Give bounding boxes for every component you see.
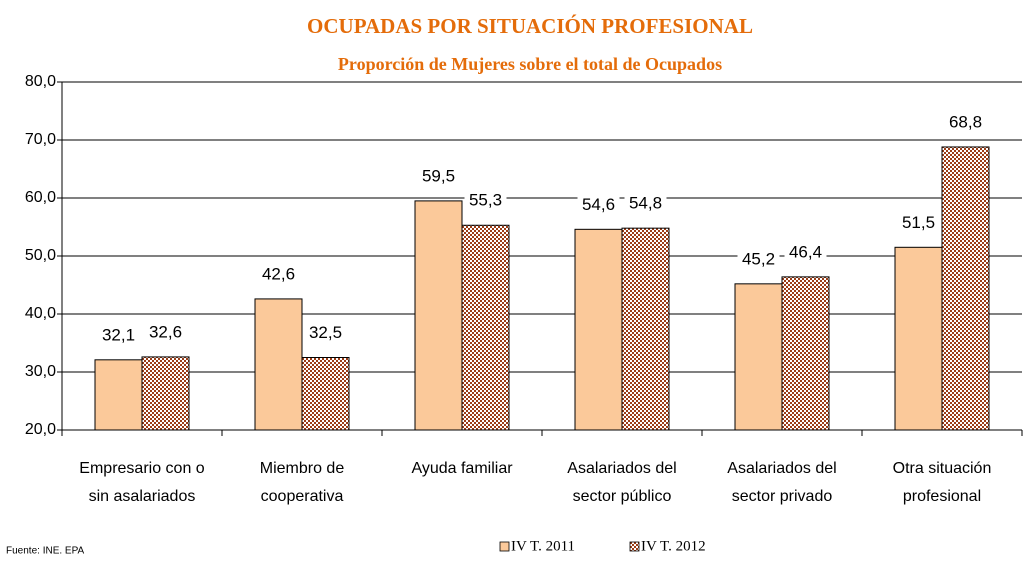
value-label-bg (304, 321, 347, 346)
bar (141, 356, 190, 431)
x-tick-label: sector privado (732, 488, 833, 505)
y-tick-label: 70,0 (25, 131, 56, 148)
y-tick-label: 20,0 (25, 421, 56, 438)
value-label: 51,5 (902, 213, 935, 232)
value-label: 32,1 (102, 325, 135, 344)
legend-label: IV T. 2011 (511, 538, 575, 554)
legend-swatch (499, 541, 510, 552)
chart-subtitle: Proporción de Mujeres sobre el total de … (338, 54, 722, 74)
value-label-bg (97, 323, 140, 348)
value-label: 32,6 (149, 322, 182, 341)
y-tick-label: 80,0 (25, 73, 56, 90)
bar (734, 283, 783, 431)
value-label-bg (417, 164, 460, 189)
y-tick-label: 30,0 (25, 363, 56, 380)
legend-label: IV T. 2012 (641, 538, 706, 554)
bar (301, 357, 350, 431)
x-tick-label: Asalariados del (727, 460, 836, 477)
value-label: 46,4 (789, 242, 822, 261)
bar (94, 359, 143, 431)
value-label-bg (737, 247, 780, 272)
x-tick-label: Empresario con o (79, 460, 204, 477)
value-label-bg (577, 193, 620, 218)
bar (621, 227, 670, 431)
value-label: 45,2 (742, 249, 775, 268)
x-tick-label: sin asalariados (89, 488, 196, 505)
bar (574, 228, 623, 431)
value-label: 32,5 (309, 323, 342, 342)
source-note: Fuente: INE. EPA (6, 546, 85, 557)
value-label-bg (784, 240, 827, 265)
x-tick-label: Ayuda familiar (411, 460, 513, 477)
value-label: 54,6 (582, 195, 615, 214)
value-label: 54,8 (629, 194, 662, 213)
value-label-bg (464, 189, 507, 214)
value-label: 68,8 (949, 112, 982, 131)
value-label-bg (944, 110, 987, 135)
bar (941, 146, 990, 431)
x-tick-label: profesional (903, 488, 981, 505)
value-label: 59,5 (422, 166, 455, 185)
bar (894, 246, 943, 431)
x-tick-label: Otra situación (893, 460, 992, 477)
value-label-bg (144, 320, 187, 345)
value-label-bg (257, 262, 300, 287)
bar (254, 298, 303, 431)
bar (414, 200, 463, 431)
x-tick-label: Miembro de (260, 460, 345, 477)
legend-swatch (629, 541, 640, 552)
value-label: 55,3 (469, 191, 502, 210)
x-tick-label: Asalariados del (567, 460, 676, 477)
x-tick-label: cooperativa (261, 488, 344, 505)
y-tick-label: 60,0 (25, 189, 56, 206)
bar (781, 276, 830, 431)
y-tick-label: 40,0 (25, 305, 56, 322)
bar (461, 224, 510, 431)
y-tick-label: 50,0 (25, 247, 56, 264)
x-tick-label: sector público (573, 488, 672, 505)
chart-title: OCUPADAS POR SITUACIÓN PROFESIONAL (307, 14, 753, 38)
value-label-bg (897, 211, 940, 236)
value-label: 42,6 (262, 264, 295, 283)
value-label-bg (624, 192, 667, 217)
